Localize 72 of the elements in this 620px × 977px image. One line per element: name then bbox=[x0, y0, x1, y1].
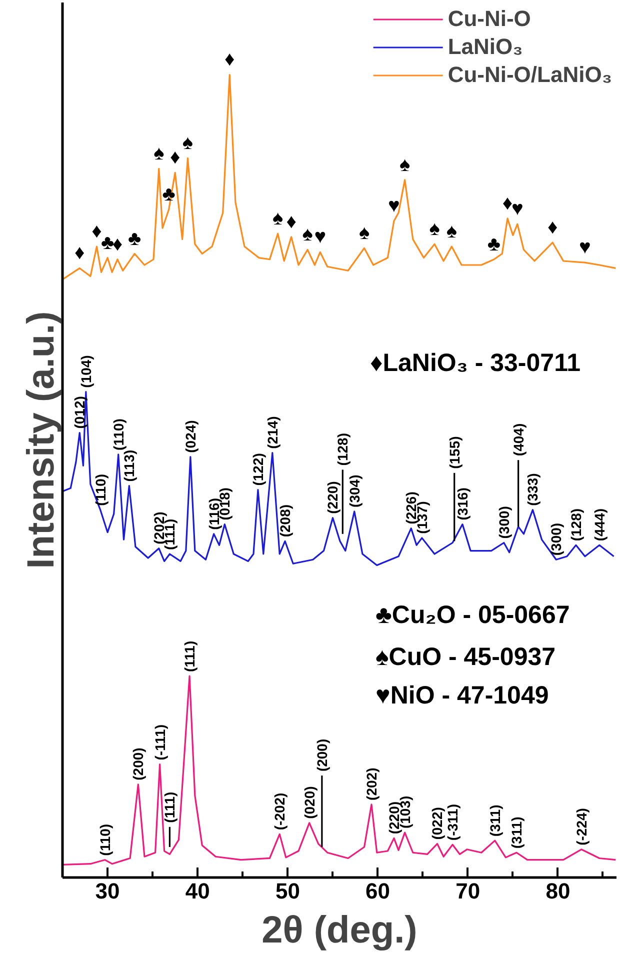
annotation: (444) bbox=[591, 508, 608, 542]
annotation: ♠ bbox=[302, 224, 314, 246]
annotation: ♦ bbox=[224, 48, 235, 71]
annotation: ♠ bbox=[154, 142, 165, 165]
annotation: (333) bbox=[524, 473, 541, 506]
annotation: ♠ bbox=[429, 218, 440, 240]
annotation: (-224) bbox=[573, 808, 590, 846]
annotation: (111) bbox=[162, 792, 178, 823]
annotation: (012) bbox=[72, 396, 88, 429]
annotation: ♠ bbox=[446, 220, 458, 243]
annotation: ♣ bbox=[100, 232, 114, 254]
annotation: ♦ bbox=[502, 192, 513, 214]
x-axis-title: 2θ (deg.) bbox=[262, 910, 418, 952]
annotation: (220) bbox=[324, 481, 341, 514]
legend-label: Cu-Ni-O/LaNiO₃ bbox=[448, 62, 612, 88]
annotation: (111) bbox=[182, 640, 198, 672]
annotation: (208) bbox=[277, 504, 293, 538]
legend-label: LaNiO₃ bbox=[448, 34, 523, 60]
annotation: (202) bbox=[363, 768, 380, 800]
annotation: ♦ bbox=[74, 242, 85, 264]
annotation: (110) bbox=[96, 824, 113, 856]
x-tick-label: 60 bbox=[366, 878, 390, 904]
annotation: ♦LaNiO₃ - 33-0711 bbox=[370, 349, 581, 377]
annotation: (155) bbox=[446, 436, 462, 469]
x-tick-label: 50 bbox=[275, 878, 300, 904]
x-tick-label: 30 bbox=[95, 878, 120, 904]
x-tick-label: 70 bbox=[456, 878, 480, 904]
annotation: ♥ bbox=[579, 236, 591, 259]
annotation: ♠ bbox=[399, 154, 410, 176]
annotation: ♠ bbox=[272, 208, 284, 230]
annotation: (214) bbox=[264, 416, 280, 449]
annotation: (128) bbox=[334, 433, 351, 466]
annotation: ♥ bbox=[511, 198, 524, 220]
annotation: (300) bbox=[496, 506, 512, 539]
annotation: ♠CuO - 45-0937 bbox=[376, 643, 556, 671]
annotation: (304) bbox=[346, 474, 362, 508]
annotation: (404) bbox=[510, 423, 526, 456]
annotation: ♣ bbox=[487, 233, 501, 256]
annotation: (110) bbox=[110, 418, 126, 450]
annotation: (200) bbox=[314, 738, 330, 772]
y-axis-title: Intensity (a.u.) bbox=[20, 311, 62, 569]
annotation: (300) bbox=[548, 522, 564, 556]
annotation: ♦ bbox=[92, 220, 102, 243]
annotation: (-311) bbox=[444, 804, 461, 841]
legend-label: Cu-Ni-O bbox=[448, 6, 531, 32]
annotation: ♦ bbox=[286, 210, 296, 233]
annotation: (128) bbox=[568, 508, 584, 542]
annotation: (113) bbox=[121, 450, 138, 482]
annotation: ♠ bbox=[358, 222, 370, 244]
annotation: (200) bbox=[130, 748, 146, 780]
annotation: (110) bbox=[92, 474, 108, 506]
annotation: (311) bbox=[508, 816, 525, 849]
annotation: (-202) bbox=[272, 792, 288, 830]
annotation: ♣ bbox=[128, 228, 142, 250]
annotation: ♥NiO - 47-1049 bbox=[376, 682, 549, 710]
annotation: (104) bbox=[78, 355, 94, 388]
annotation: ♣Cu₂O - 05-0667 bbox=[376, 601, 570, 629]
annotation: (020) bbox=[301, 786, 318, 819]
annotation: ♦ bbox=[170, 146, 180, 169]
x-tick-label: 80 bbox=[546, 878, 570, 904]
annotation: ♥ bbox=[314, 226, 326, 248]
annotation: (-111) bbox=[152, 724, 168, 760]
annotation: ♠ bbox=[182, 132, 194, 154]
annotation: (311) bbox=[486, 804, 503, 837]
annotation: (024) bbox=[182, 420, 198, 453]
annotation: ♦ bbox=[112, 233, 123, 256]
annotation: ♥ bbox=[388, 194, 400, 217]
annotation: (022) bbox=[429, 807, 446, 840]
annotation: ♦ bbox=[547, 216, 558, 239]
annotation: (122) bbox=[250, 453, 266, 486]
annotation: (316) bbox=[454, 488, 470, 520]
x-tick-label: 40 bbox=[185, 878, 210, 904]
